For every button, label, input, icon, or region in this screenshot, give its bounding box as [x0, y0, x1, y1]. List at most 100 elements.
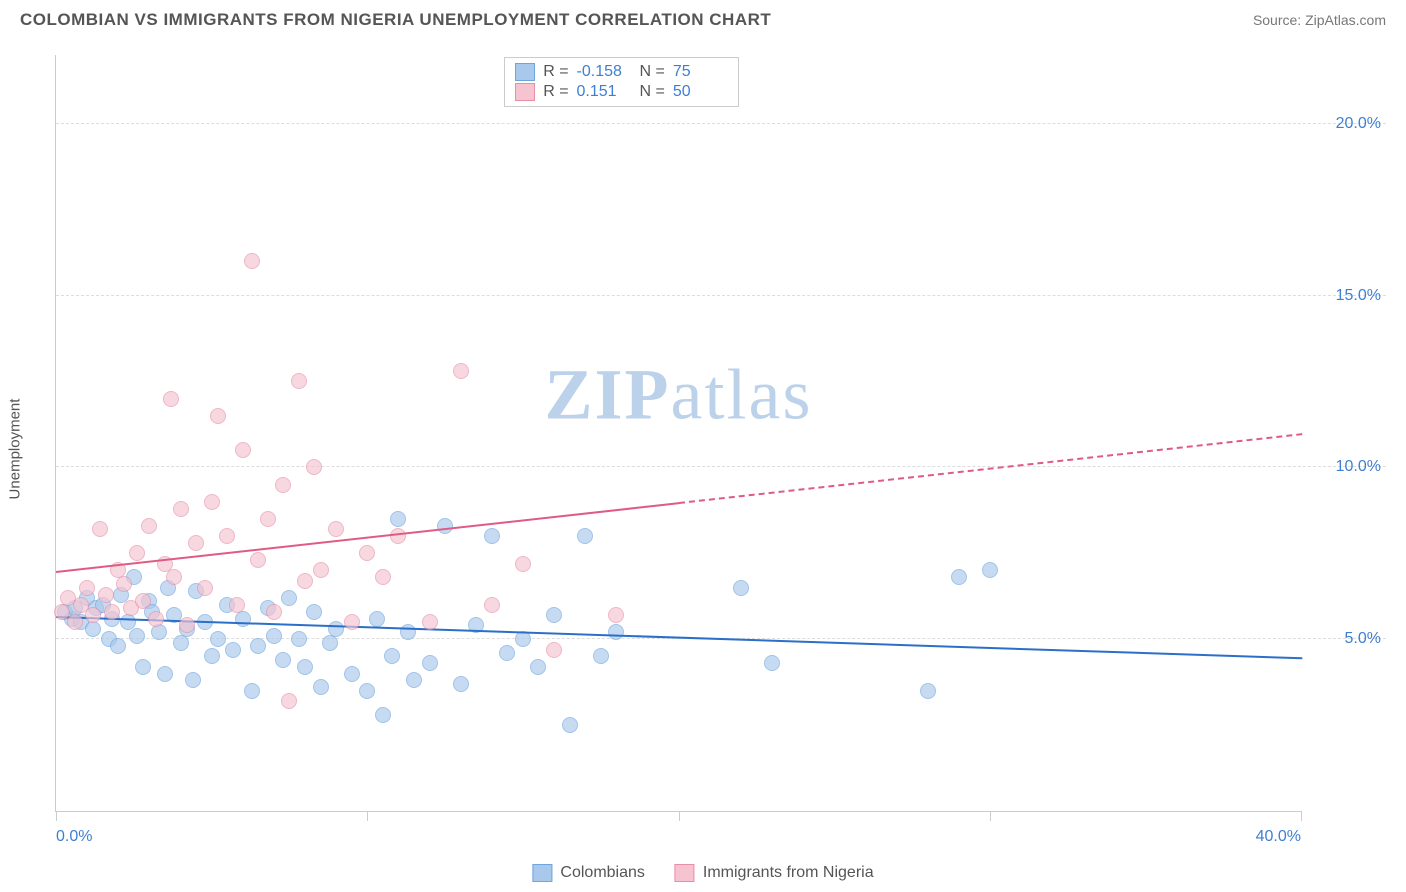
- y-axis-label: Unemployment: [7, 398, 24, 499]
- data-point: [306, 459, 322, 475]
- data-point: [151, 624, 167, 640]
- data-point: [85, 621, 101, 637]
- data-point: [275, 652, 291, 668]
- data-point: [163, 391, 179, 407]
- data-point: [235, 442, 251, 458]
- y-tick-label: 20.0%: [1311, 115, 1381, 133]
- data-point: [179, 617, 195, 633]
- swatch-nigeria: [515, 83, 535, 101]
- x-tick: [990, 811, 991, 821]
- data-point: [982, 562, 998, 578]
- data-point: [499, 645, 515, 661]
- data-point: [608, 607, 624, 623]
- data-point: [562, 717, 578, 733]
- legend-swatch-nigeria: [675, 864, 695, 882]
- swatch-colombians: [515, 63, 535, 81]
- data-point: [266, 604, 282, 620]
- n-value-nigeria: 50: [673, 83, 728, 101]
- data-point: [67, 614, 83, 630]
- gridline: [56, 123, 1386, 124]
- data-point: [951, 569, 967, 585]
- data-point: [297, 573, 313, 589]
- r-value-colombians: -0.158: [577, 63, 632, 81]
- r-value-nigeria: 0.151: [577, 83, 632, 101]
- n-label: N =: [640, 83, 665, 101]
- data-point: [484, 528, 500, 544]
- data-point: [328, 521, 344, 537]
- data-point: [406, 672, 422, 688]
- data-point: [141, 518, 157, 534]
- x-tick-label: 40.0%: [1256, 828, 1301, 846]
- data-point: [515, 556, 531, 572]
- data-point: [390, 511, 406, 527]
- data-point: [281, 693, 297, 709]
- data-point: [104, 604, 120, 620]
- data-point: [260, 511, 276, 527]
- x-tick-label: 0.0%: [56, 828, 92, 846]
- data-point: [148, 611, 164, 627]
- legend-label-nigeria: Immigrants from Nigeria: [703, 864, 874, 882]
- data-point: [92, 521, 108, 537]
- n-value-colombians: 75: [673, 63, 728, 81]
- data-point: [546, 642, 562, 658]
- legend-item-nigeria: Immigrants from Nigeria: [675, 864, 874, 882]
- data-point: [173, 635, 189, 651]
- data-point: [185, 672, 201, 688]
- gridline: [56, 295, 1386, 296]
- data-point: [229, 597, 245, 613]
- data-point: [85, 607, 101, 623]
- data-point: [291, 373, 307, 389]
- x-tick: [56, 811, 57, 821]
- r-label: R =: [543, 63, 568, 81]
- data-point: [546, 607, 562, 623]
- stats-row-nigeria: R = 0.151 N = 50: [515, 82, 728, 102]
- data-point: [313, 562, 329, 578]
- data-point: [110, 638, 126, 654]
- gridline: [56, 466, 1386, 467]
- data-point: [210, 631, 226, 647]
- data-point: [197, 580, 213, 596]
- legend-label-colombians: Colombians: [560, 864, 644, 882]
- stats-row-colombians: R = -0.158 N = 75: [515, 62, 728, 82]
- data-point: [306, 604, 322, 620]
- watermark-atlas: atlas: [671, 355, 813, 435]
- data-point: [593, 648, 609, 664]
- data-point: [484, 597, 500, 613]
- y-tick-label: 5.0%: [1311, 630, 1381, 648]
- data-point: [577, 528, 593, 544]
- data-point: [79, 580, 95, 596]
- data-point: [437, 518, 453, 534]
- data-point: [204, 648, 220, 664]
- data-point: [129, 545, 145, 561]
- data-point: [359, 683, 375, 699]
- stats-legend: R = -0.158 N = 75 R = 0.151 N = 50: [504, 57, 739, 107]
- data-point: [98, 587, 114, 603]
- data-point: [210, 408, 226, 424]
- y-tick-label: 15.0%: [1311, 287, 1381, 305]
- trend-line-dashed: [679, 434, 1302, 505]
- data-point: [375, 569, 391, 585]
- plot-area: ZIPatlas R = -0.158 N = 75 R = 0.151 N =…: [55, 55, 1301, 812]
- data-point: [244, 253, 260, 269]
- chart-header: COLOMBIAN VS IMMIGRANTS FROM NIGERIA UNE…: [0, 0, 1406, 30]
- data-point: [250, 552, 266, 568]
- y-tick-label: 10.0%: [1311, 458, 1381, 476]
- data-point: [135, 593, 151, 609]
- data-point: [204, 494, 220, 510]
- data-point: [344, 666, 360, 682]
- data-point: [359, 545, 375, 561]
- x-tick: [679, 811, 680, 821]
- legend-swatch-colombians: [532, 864, 552, 882]
- watermark: ZIPatlas: [545, 354, 813, 437]
- data-point: [422, 655, 438, 671]
- data-point: [135, 659, 151, 675]
- data-point: [733, 580, 749, 596]
- data-point: [920, 683, 936, 699]
- data-point: [453, 363, 469, 379]
- data-point: [313, 679, 329, 695]
- legend-item-colombians: Colombians: [532, 864, 644, 882]
- data-point: [116, 576, 132, 592]
- data-point: [328, 621, 344, 637]
- data-point: [266, 628, 282, 644]
- data-point: [390, 528, 406, 544]
